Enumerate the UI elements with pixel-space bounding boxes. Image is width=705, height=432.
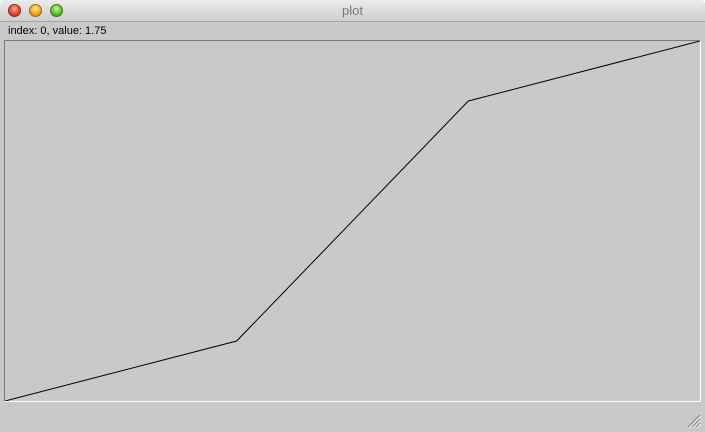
close-button[interactable] bbox=[8, 4, 21, 17]
plot-canvas[interactable] bbox=[4, 40, 701, 402]
series-line bbox=[5, 41, 700, 401]
window-title: plot bbox=[342, 3, 363, 18]
line-chart bbox=[5, 41, 700, 401]
resize-grip-icon[interactable] bbox=[685, 412, 701, 428]
title-bar[interactable]: plot bbox=[0, 0, 705, 22]
minimize-button[interactable] bbox=[29, 4, 42, 17]
value-readout: index: 0, value: 1.75 bbox=[8, 25, 107, 37]
maximize-button[interactable] bbox=[50, 4, 63, 17]
